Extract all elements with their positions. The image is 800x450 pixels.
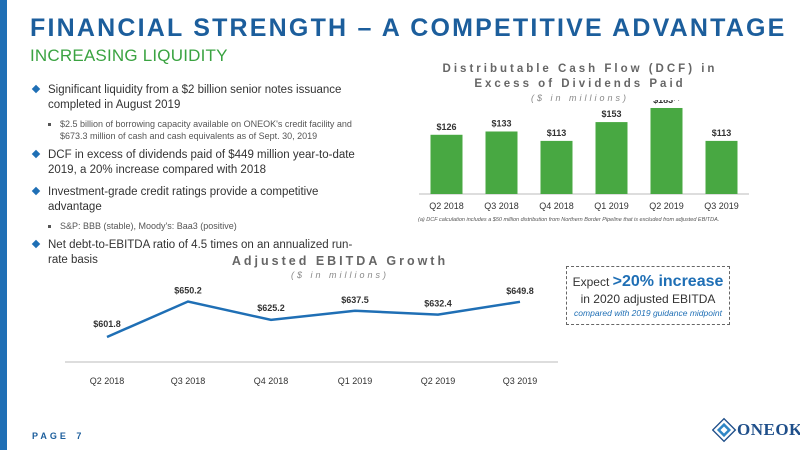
ebitda-data-label: $650.2	[174, 286, 202, 296]
ebitda-data-label: $601.8	[93, 319, 121, 329]
sub-bullet-item: S&P: BBB (stable), Moody's: Baa3 (positi…	[30, 220, 370, 232]
callout-line3: compared with 2019 guidance midpoint	[574, 308, 722, 318]
dcf-bar	[595, 122, 628, 194]
ebitda-chart-unit: ($ in millions)	[290, 270, 389, 280]
callout-line2: in 2020 adjusted EBITDA	[580, 292, 716, 306]
ebitda-category-label: Q2 2019	[421, 376, 456, 386]
dcf-category-label: Q4 2018	[539, 201, 574, 211]
sub-bullet-item: $2.5 billion of borrowing capacity avail…	[30, 118, 370, 142]
dcf-category-label: Q3 2019	[704, 201, 739, 211]
page-title: FINANCIAL STRENGTH – A COMPETITIVE ADVAN…	[30, 14, 787, 42]
left-accent-bar	[0, 0, 7, 450]
page-number-value: 7	[76, 431, 85, 441]
dcf-bar	[485, 131, 518, 194]
dcf-superscript: (a)	[673, 100, 680, 102]
dcf-data-label: $113	[712, 128, 732, 138]
sub-bullet-text: $2.5 billion of borrowing capacity avail…	[60, 119, 352, 141]
sub-bullet-text: S&P: BBB (stable), Moody's: Baa3 (positi…	[60, 221, 237, 231]
bullet-text: Net debt-to-EBITDA ratio of 4.5 times on…	[48, 239, 353, 266]
callout-line1: Expect >20% increase	[567, 273, 729, 291]
dcf-data-label: $183(a)	[653, 100, 680, 105]
ebitda-category-label: Q2 2018	[90, 376, 125, 386]
bullet-item: Net debt-to-EBITDA ratio of 4.5 times on…	[30, 238, 370, 268]
dcf-chart-title-line2: Excess of Dividends Paid	[474, 78, 686, 90]
oneok-logo-icon	[712, 417, 737, 443]
diamond-bullet-icon	[31, 186, 41, 196]
dcf-data-label: $113	[547, 128, 567, 138]
dcf-data-label: $133	[491, 118, 511, 128]
page-subtitle: INCREASING LIQUIDITY	[30, 46, 228, 65]
ebitda-category-label: Q3 2018	[171, 376, 206, 386]
ebitda-line-chart: $601.8 Q2 2018 $650.2 Q3 2018 $625.2 Q4 2018 $…	[65, 286, 558, 386]
ebitda-series-line	[106, 300, 521, 339]
diamond-bullet-icon	[31, 84, 41, 94]
bullet-text: DCF in excess of dividends paid of $449 …	[48, 149, 355, 176]
diamond-bullet-icon	[31, 149, 41, 159]
dcf-footnote: (a) DCF calculation includes a $50 milli…	[418, 217, 720, 223]
ebitda-data-label: $632.4	[424, 299, 452, 309]
dcf-category-label: Q2 2018	[429, 201, 464, 211]
dcf-chart-unit: ($ in millions)	[530, 93, 629, 103]
bullet-item: DCF in excess of dividends paid of $449 …	[30, 148, 370, 178]
dcf-chart-title-line1: Distributable Cash Flow (DCF) in	[442, 63, 718, 75]
dcf-bar	[540, 140, 573, 194]
bullet-list: Significant liquidity from a $2 billion …	[30, 83, 370, 275]
ebitda-data-label: $649.8	[506, 286, 534, 296]
oneok-logo-text: ONEOK	[737, 420, 800, 439]
square-bullet-icon	[48, 225, 51, 228]
ebitda-category-label: Q1 2019	[338, 376, 373, 386]
bullet-text: Investment-grade credit ratings provide …	[48, 186, 319, 213]
square-bullet-icon	[48, 123, 51, 126]
page-number: PAGE 7	[30, 431, 84, 441]
ebitda-data-label: $625.2	[257, 303, 285, 313]
page-label: PAGE	[32, 431, 69, 441]
bullet-text: Significant liquidity from a $2 billion …	[48, 84, 342, 111]
callout-expect: Expect	[572, 275, 610, 289]
ebitda-category-label: Q3 2019	[503, 376, 538, 386]
ebitda-chart-title: Adjusted EBITDA Growth	[231, 254, 449, 268]
dcf-category-label: Q1 2019	[594, 201, 629, 211]
callout-highlight: >20% increase	[612, 273, 724, 290]
dcf-category-label: Q2 2019	[649, 201, 684, 211]
dcf-bar-chart: $126 Q2 2018 $133 Q3 2018 $113 Q4 2018 $153 Q1 …	[419, 100, 749, 211]
bullet-item: Significant liquidity from a $2 billion …	[30, 83, 370, 113]
diamond-bullet-icon	[31, 239, 41, 249]
dcf-bar	[650, 107, 683, 194]
dcf-bar	[430, 134, 463, 194]
dcf-data-label: $153	[601, 109, 621, 119]
dcf-category-label: Q3 2018	[484, 201, 519, 211]
ebitda-data-label: $637.5	[341, 295, 369, 305]
bullet-item: Investment-grade credit ratings provide …	[30, 185, 370, 215]
dcf-bar	[705, 140, 738, 194]
dcf-data-label: $126	[436, 122, 456, 132]
guidance-callout-box: Expect >20% increase in 2020 adjusted EB…	[566, 266, 730, 325]
ebitda-category-label: Q4 2018	[254, 376, 289, 386]
